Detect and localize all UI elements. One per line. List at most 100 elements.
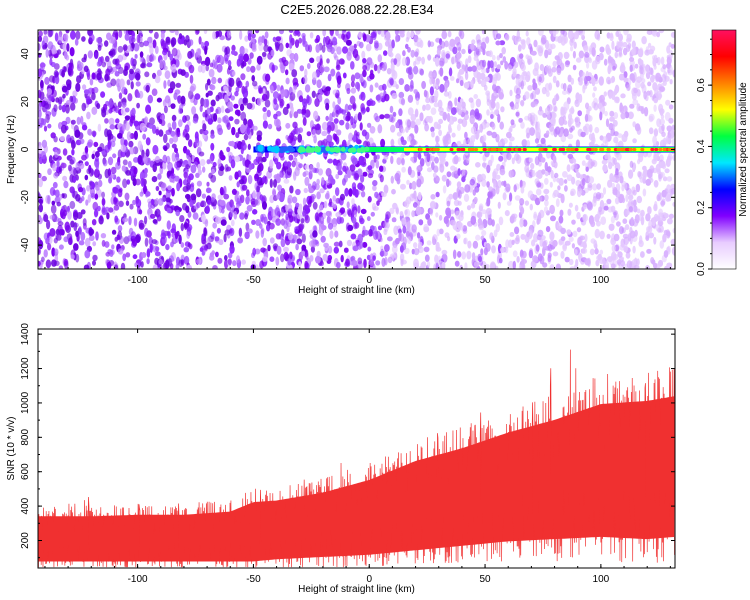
heatmap-noise-blob	[246, 66, 251, 73]
heatmap-noise-blob	[613, 96, 620, 104]
heatmap-noise-blob	[609, 110, 615, 117]
heatmap-noise-blob	[341, 33, 345, 40]
heatmap-noise-blob	[196, 201, 201, 209]
heatmap-noise-blob	[319, 188, 325, 194]
heatmap-noise-blob	[308, 44, 313, 53]
heatmap-noise-blob	[283, 251, 289, 261]
heatmap-noise-blob	[621, 184, 625, 192]
heatmap-noise-blob	[574, 99, 580, 108]
heatmap-noise-blob	[371, 202, 377, 211]
heatmap-noise-blob	[413, 65, 419, 75]
heatmap-noise-blob	[145, 137, 151, 146]
heatmap-noise-blob	[396, 131, 402, 137]
heatmap-noise-blob	[591, 132, 595, 142]
heatmap-noise-blob	[345, 122, 350, 130]
signal-blob	[360, 147, 366, 153]
heatmap-noise-blob	[130, 81, 134, 90]
heatmap-noise-blob	[456, 78, 460, 84]
heatmap-noise-blob	[151, 239, 158, 245]
heatmap-noise-blob	[384, 113, 391, 119]
heatmap-noise-blob	[586, 61, 590, 69]
heatmap-noise-blob	[369, 84, 374, 93]
heatmap-noise-blob	[239, 212, 245, 220]
heatmap-noise-blob	[242, 97, 248, 104]
colorbar-tick-label: 0.4	[696, 139, 707, 153]
heatmap-noise-blob	[431, 72, 436, 78]
heatmap-noise-blob	[665, 138, 671, 145]
heatmap-noise-blob	[204, 40, 210, 47]
heatmap-noise-blob	[406, 135, 412, 142]
heatmap-noise-blob	[299, 65, 305, 72]
heatmap-noise-blob	[140, 177, 145, 187]
heatmap-noise-blob	[520, 186, 525, 194]
heatmap-noise-blob	[427, 218, 432, 226]
heatmap-noise-blob	[469, 114, 475, 125]
heatmap-noise-blob	[653, 203, 658, 212]
heatmap-noise-blob	[297, 133, 303, 143]
heatmap-noise-blob	[207, 236, 212, 245]
heatmap-noise-blob	[256, 130, 263, 138]
heatmap-noise-blob	[312, 167, 317, 174]
heatmap-noise-blob	[384, 40, 390, 47]
heatmap-noise-blob	[398, 232, 402, 242]
heatmap-noise-blob	[47, 168, 52, 176]
heatmap-noise-blob	[636, 258, 640, 266]
heatmap-noise-blob	[595, 192, 602, 200]
heatmap-noise-blob	[401, 158, 405, 166]
heatmap-noise-blob	[610, 216, 616, 224]
heatmap-noise-blob	[118, 200, 124, 207]
heatmap-noise-blob	[575, 57, 582, 63]
heatmap-noise-blob	[167, 79, 171, 87]
heatmap-noise-blob	[494, 109, 499, 115]
heatmap-noise-blob	[614, 174, 620, 184]
heatmap-noise-blob	[424, 254, 430, 262]
heatmap-noise-blob	[594, 228, 600, 239]
heatmap-noise-blob	[111, 229, 117, 235]
heatmap-noise-blob	[504, 33, 510, 41]
heatmap-y-tick-label: -40	[20, 237, 31, 252]
heatmap-noise-blob	[136, 102, 141, 109]
heatmap-noise-blob	[311, 90, 316, 99]
heatmap-noise-blob	[521, 139, 528, 147]
heatmap-noise-blob	[514, 226, 520, 235]
heatmap-noise-blob	[303, 187, 308, 194]
signal-peak-dot	[474, 147, 479, 152]
heatmap-noise-blob	[170, 173, 176, 179]
heatmap-noise-blob	[233, 210, 238, 220]
heatmap-noise-blob	[456, 233, 461, 240]
snr-x-tick-label: 0	[366, 574, 372, 585]
heatmap-noise-blob	[366, 122, 372, 128]
heatmap-noise-blob	[295, 127, 301, 135]
heatmap-noise-blob	[231, 188, 237, 195]
heatmap-noise-blob	[337, 162, 342, 172]
heatmap-noise-blob	[94, 193, 99, 200]
heatmap-noise-blob	[552, 251, 559, 257]
heatmap-noise-blob	[345, 258, 350, 266]
heatmap-noise-blob	[540, 137, 546, 145]
heatmap-noise-blob	[43, 144, 48, 154]
heatmap-noise-blob	[471, 39, 476, 45]
heatmap-noise-blob	[289, 34, 293, 44]
heatmap-noise-blob	[648, 232, 655, 239]
heatmap-noise-blob	[379, 114, 385, 120]
heatmap-noise-blob	[124, 33, 130, 41]
heatmap-noise-blob	[564, 240, 571, 246]
heatmap-noise-blob	[202, 166, 206, 173]
heatmap-noise-blob	[323, 66, 330, 73]
heatmap-noise-blob	[402, 236, 407, 246]
heatmap-noise-blob	[190, 164, 197, 174]
heatmap-noise-blob	[208, 68, 215, 78]
heatmap-noise-blob	[254, 198, 261, 206]
heatmap-noise-blob	[42, 44, 48, 50]
heatmap-noise-blob	[473, 94, 479, 99]
chart-title: C2E5.2026.088.22.28.E34	[280, 2, 434, 17]
heatmap-noise-blob	[400, 258, 404, 267]
heatmap-noise-blob	[244, 35, 249, 42]
heatmap-noise-blob	[240, 103, 245, 111]
heatmap-noise-blob	[476, 43, 481, 50]
heatmap-noise-blob	[362, 69, 367, 78]
signal-peak-dot	[539, 147, 544, 152]
heatmap-noise-blob	[616, 259, 622, 265]
heatmap-noise-blob	[616, 152, 622, 161]
heatmap-noise-blob	[482, 162, 487, 168]
